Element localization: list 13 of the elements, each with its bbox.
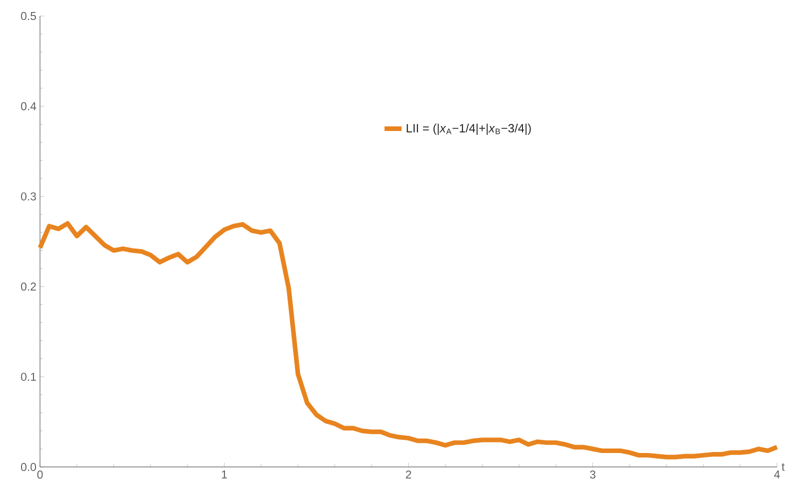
y-tick-label: 0.0 [21,462,36,472]
legend-label: LII = (|x$_{A}$−1/4|+|x$_{B}$−3/4|) [406,124,531,135]
x-tick-label: 3 [590,470,596,479]
y-tick-label: 0.4 [21,102,36,110]
x-tick-label: 2 [406,470,412,479]
y-tick-label: 0.1 [21,372,36,381]
y-tick-label: 0.5 [21,12,36,20]
x-axis-title: t [782,463,785,471]
x-tick-label: 4 [774,470,780,478]
x-tick-label: 1 [222,470,227,478]
y-tick-label: 0.2 [21,282,36,291]
x-tick-label: 0 [37,470,43,479]
y-tick-label: 0.3 [21,192,36,200]
